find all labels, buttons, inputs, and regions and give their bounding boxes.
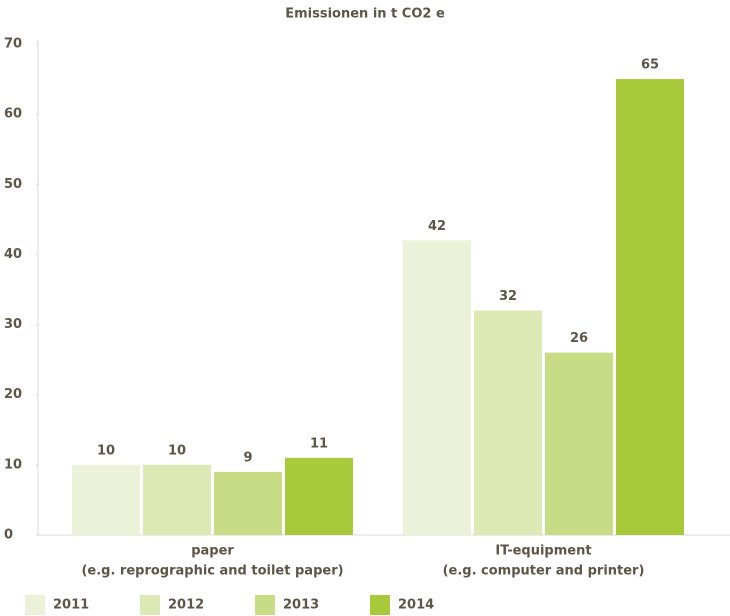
legend-swatch — [140, 595, 160, 615]
y-tick-label: 20 — [4, 387, 22, 402]
legend-swatch — [370, 595, 390, 615]
value-label: 65 — [641, 58, 659, 73]
x-tick-label: (e.g. reprographic and toilet paper) — [81, 564, 343, 579]
bar — [545, 352, 613, 535]
y-tick-label: 60 — [4, 107, 22, 122]
bar — [72, 464, 140, 535]
value-label: 42 — [428, 219, 446, 234]
legend-swatch — [255, 595, 275, 615]
legend-swatch — [25, 595, 45, 615]
y-tick-label: 10 — [4, 457, 22, 472]
y-tick-label: 0 — [4, 528, 13, 543]
legend-label: 2014 — [398, 598, 434, 613]
bar — [616, 79, 684, 536]
bar — [403, 240, 471, 535]
y-tick-label: 70 — [4, 37, 22, 52]
x-tick-label: IT-equipment — [495, 544, 591, 559]
value-label: 10 — [97, 443, 115, 458]
value-label: 11 — [310, 436, 328, 451]
bar — [143, 464, 211, 535]
chart-title: Emissionen in t CO2 e — [285, 7, 445, 22]
y-tick-label: 50 — [4, 177, 22, 192]
legend-label: 2013 — [283, 598, 319, 613]
bar — [285, 457, 353, 535]
x-tick-label: paper — [191, 544, 234, 559]
value-label: 32 — [499, 289, 517, 304]
legend-label: 2011 — [53, 598, 89, 613]
bar — [214, 471, 282, 535]
x-tick-label: (e.g. computer and printer) — [443, 564, 645, 579]
y-tick-label: 30 — [4, 317, 22, 332]
bar — [474, 310, 542, 535]
y-tick-label: 40 — [4, 247, 22, 262]
value-label: 10 — [168, 443, 186, 458]
legend-label: 2012 — [168, 598, 204, 613]
value-label: 26 — [570, 331, 588, 346]
value-label: 9 — [243, 450, 252, 465]
